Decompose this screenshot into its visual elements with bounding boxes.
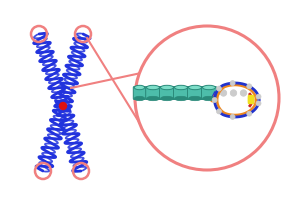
- Bar: [248, 96, 253, 100]
- Ellipse shape: [202, 85, 216, 90]
- Circle shape: [247, 111, 252, 116]
- Circle shape: [212, 98, 217, 102]
- Ellipse shape: [202, 96, 216, 101]
- Circle shape: [230, 81, 235, 86]
- Bar: [248, 95, 253, 98]
- Bar: [248, 98, 253, 102]
- Bar: [248, 100, 253, 104]
- Ellipse shape: [134, 85, 145, 90]
- FancyBboxPatch shape: [173, 86, 189, 99]
- Ellipse shape: [160, 85, 173, 90]
- Circle shape: [256, 94, 261, 99]
- FancyBboxPatch shape: [133, 86, 146, 99]
- Circle shape: [247, 84, 252, 89]
- Circle shape: [230, 90, 237, 96]
- Ellipse shape: [175, 96, 188, 101]
- Circle shape: [220, 90, 227, 96]
- Ellipse shape: [160, 96, 173, 101]
- Ellipse shape: [134, 96, 145, 101]
- Circle shape: [60, 102, 66, 109]
- Circle shape: [240, 90, 247, 96]
- Ellipse shape: [175, 85, 188, 90]
- Circle shape: [217, 109, 222, 114]
- Ellipse shape: [189, 96, 201, 101]
- FancyBboxPatch shape: [145, 86, 160, 99]
- Circle shape: [256, 101, 261, 106]
- FancyBboxPatch shape: [188, 86, 202, 99]
- FancyBboxPatch shape: [160, 86, 175, 99]
- FancyBboxPatch shape: [201, 86, 217, 99]
- Ellipse shape: [147, 96, 160, 101]
- Ellipse shape: [147, 85, 160, 90]
- Circle shape: [230, 114, 235, 119]
- Ellipse shape: [189, 85, 201, 90]
- Circle shape: [217, 86, 222, 91]
- Circle shape: [135, 26, 279, 170]
